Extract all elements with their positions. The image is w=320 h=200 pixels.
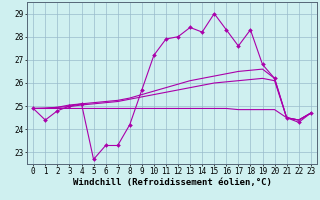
X-axis label: Windchill (Refroidissement éolien,°C): Windchill (Refroidissement éolien,°C) [73, 178, 271, 187]
